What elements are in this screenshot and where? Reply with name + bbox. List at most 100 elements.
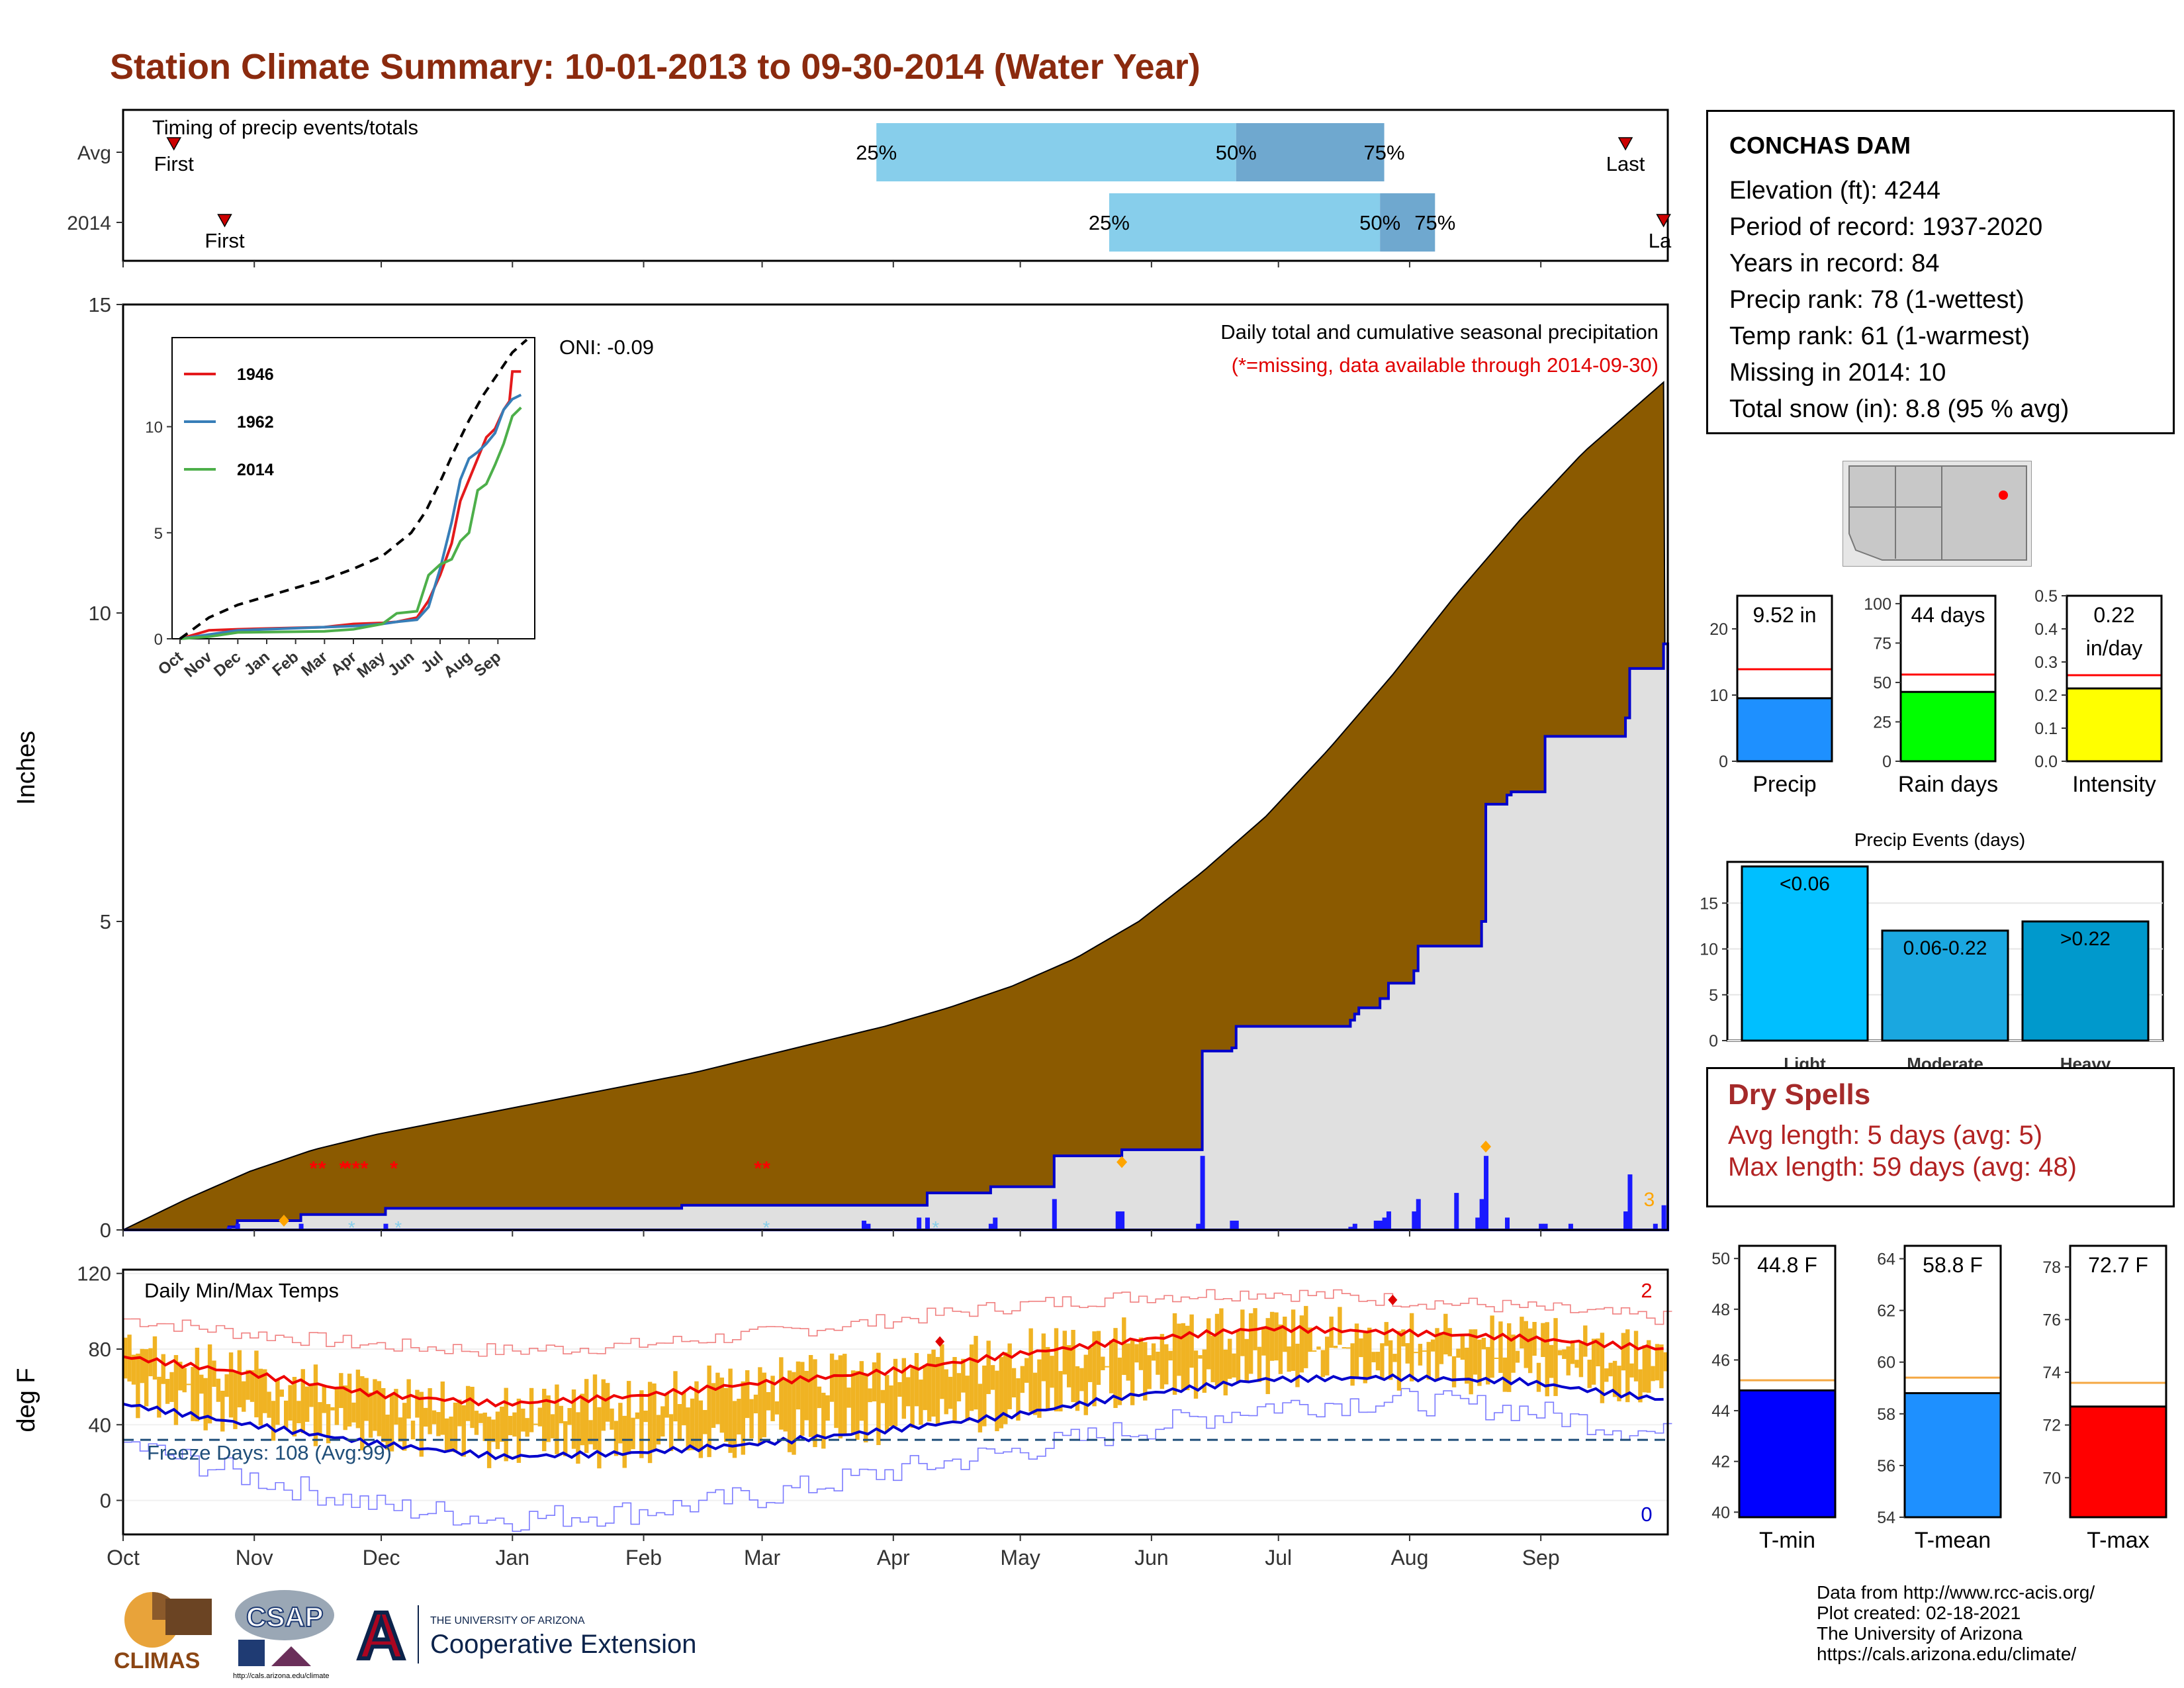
daily-temp-bar xyxy=(563,1421,568,1456)
daily-temp-bar xyxy=(1545,1322,1549,1397)
daily-temp-bar xyxy=(1325,1336,1330,1376)
timing-pct-label: 50% xyxy=(1216,141,1257,164)
daily-temp-bar xyxy=(660,1406,665,1437)
daily-temp-bar xyxy=(948,1376,953,1409)
daily-temp-bar xyxy=(614,1421,619,1456)
daily-temp-bar xyxy=(1024,1358,1029,1383)
daily-temp-bar xyxy=(1329,1316,1334,1348)
daily-temp-bar xyxy=(1198,1355,1203,1359)
summary-y-tick-label: 72 xyxy=(2042,1417,2061,1435)
snow-marker: * xyxy=(394,1217,402,1238)
daily-temp-bar xyxy=(1642,1345,1647,1393)
summary-y-tick-label: 20 xyxy=(1709,620,1728,639)
daily-temp-bar xyxy=(1375,1352,1381,1371)
daily-temp-bar xyxy=(813,1359,817,1448)
daily-temp-bar xyxy=(1278,1324,1283,1374)
daily-temp-bar xyxy=(1663,1352,1668,1372)
daily-temp-bar xyxy=(707,1365,711,1458)
daily-precip-bar xyxy=(1416,1199,1421,1230)
daily-temp-bar xyxy=(1291,1309,1296,1371)
summary-bar-precip xyxy=(1736,697,1833,763)
daily-temp-bar xyxy=(1011,1368,1017,1397)
daily-temp-bar xyxy=(228,1352,234,1418)
events-y-tick-label: 5 xyxy=(1709,986,1718,1005)
daily-temp-bar xyxy=(864,1375,868,1442)
daily-temp-bar xyxy=(893,1358,898,1427)
record-precip-marker xyxy=(1116,1156,1128,1168)
summary-y-tick-label: 64 xyxy=(1877,1250,1895,1269)
daily-temp-bar xyxy=(1507,1323,1512,1392)
daily-temp-bar xyxy=(453,1402,458,1452)
summary-y-tick-label: 56 xyxy=(1877,1457,1895,1476)
daily-temp-bar xyxy=(846,1387,851,1408)
daily-temp-bar xyxy=(555,1384,559,1454)
daily-precip-bar xyxy=(1352,1223,1357,1230)
daily-temp-bar xyxy=(1430,1339,1435,1352)
daily-temp-bar xyxy=(394,1389,398,1425)
daily-temp-bar xyxy=(601,1379,606,1431)
precip-inset-chart: 1946196220140510OctNovDecJanFebMarAprMay… xyxy=(145,337,535,682)
daily-temp-bar xyxy=(1600,1333,1605,1403)
daily-temp-bar xyxy=(766,1391,771,1411)
summary-y-tick-label: 50 xyxy=(1711,1250,1730,1268)
summary-y-tick-label: 0.2 xyxy=(2034,686,2058,705)
daily-temp-bar xyxy=(1338,1307,1342,1345)
daily-temp-bar xyxy=(415,1389,420,1418)
daily-temp-bar xyxy=(931,1349,936,1417)
avg-min-temp-line xyxy=(122,1373,1664,1460)
daily-temp-bar xyxy=(1105,1366,1109,1368)
daily-temp-bar xyxy=(1435,1328,1439,1381)
daily-temp-bar xyxy=(152,1336,158,1380)
daily-temp-bar xyxy=(1557,1350,1563,1356)
summary-y-tick-label: 0.1 xyxy=(2034,720,2058,738)
daily-temp-bar xyxy=(889,1385,893,1427)
daily-temp-bar xyxy=(580,1393,585,1446)
daily-temp-bar xyxy=(1621,1333,1626,1371)
daily-temp-bar xyxy=(424,1407,428,1427)
daily-temp-bar xyxy=(618,1403,623,1444)
month-label: Aug xyxy=(1390,1546,1428,1570)
daily-temp-bar xyxy=(1583,1325,1588,1357)
daily-temp-bar xyxy=(880,1389,886,1403)
daily-precip-bar xyxy=(862,1221,867,1230)
daily-temp-bar xyxy=(673,1371,678,1422)
daily-precip-bar xyxy=(383,1223,388,1230)
daily-temp-bar xyxy=(1007,1343,1012,1409)
cumulative-2014-area xyxy=(123,642,1669,1231)
missing-marker: * xyxy=(361,1158,369,1180)
daily-temp-bar xyxy=(191,1366,195,1421)
daily-precip-bar xyxy=(993,1217,998,1230)
daily-temp-bar xyxy=(1524,1321,1528,1368)
daily-temp-bar xyxy=(956,1373,962,1402)
summary-category-label: T-min xyxy=(1759,1528,1815,1553)
daily-temp-bar xyxy=(525,1418,529,1437)
daily-temp-bar xyxy=(1633,1331,1639,1382)
daily-temp-bar xyxy=(664,1393,669,1418)
daily-temp-bar xyxy=(1101,1356,1105,1370)
daily-temp-bar xyxy=(182,1368,187,1393)
inset-y-tick-label: 0 xyxy=(154,631,163,649)
daily-temp-bar xyxy=(1248,1313,1253,1374)
summary-y-tick-label: 58 xyxy=(1877,1405,1895,1424)
daily-temp-bar xyxy=(1494,1357,1499,1359)
daily-temp-bar xyxy=(643,1410,648,1423)
daily-temp-bar xyxy=(1604,1368,1609,1382)
missing-marker: * xyxy=(390,1158,398,1180)
inset-series-line-avg xyxy=(179,338,528,640)
location-map xyxy=(1843,461,2032,567)
daily-temp-bar xyxy=(808,1354,813,1437)
missing-marker: * xyxy=(310,1158,318,1180)
events-y-tick-label: 0 xyxy=(1709,1032,1718,1051)
daily-temp-bar xyxy=(1138,1337,1144,1370)
daily-temp-bar xyxy=(330,1407,335,1411)
daily-temp-bar xyxy=(1032,1372,1038,1415)
month-label: Oct xyxy=(107,1546,140,1570)
daily-temp-bar xyxy=(1269,1311,1275,1361)
missing-marker: * xyxy=(318,1158,326,1180)
daily-temp-bar xyxy=(322,1386,326,1413)
summary-y-tick-label: 10 xyxy=(1709,686,1728,705)
daily-temp-bar xyxy=(829,1353,835,1402)
daily-temp-bar xyxy=(1079,1368,1084,1391)
daily-temp-bar xyxy=(1617,1366,1621,1401)
